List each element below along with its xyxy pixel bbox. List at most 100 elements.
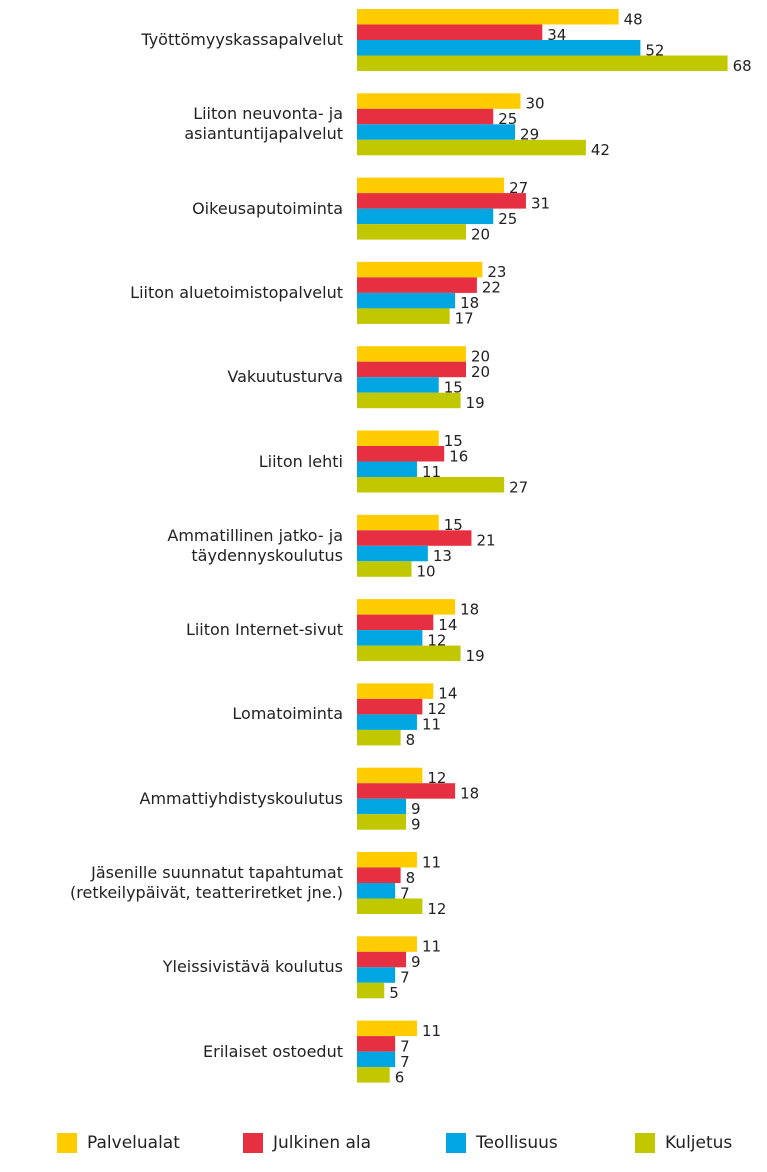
bar bbox=[357, 683, 434, 699]
value-label: 7 bbox=[400, 884, 410, 902]
category-label: Lomatoiminta bbox=[232, 704, 343, 724]
legend-item: Kuljetus bbox=[635, 1133, 732, 1153]
value-label: 22 bbox=[482, 279, 501, 297]
bar bbox=[357, 55, 728, 71]
bar bbox=[357, 867, 401, 883]
bar bbox=[357, 261, 483, 278]
bar bbox=[357, 852, 417, 868]
value-label: 10 bbox=[417, 563, 436, 581]
value-label: 7 bbox=[400, 969, 410, 987]
category-label: Liiton aluetoimistopalvelut bbox=[130, 282, 343, 302]
value-label: 25 bbox=[498, 110, 517, 128]
value-label: 42 bbox=[591, 141, 610, 159]
value-label: 9 bbox=[411, 953, 421, 971]
value-label: 48 bbox=[624, 10, 643, 28]
value-label: 5 bbox=[389, 984, 399, 1002]
legend-label: Palvelualat bbox=[87, 1133, 180, 1153]
bar bbox=[357, 292, 456, 309]
category-label: Ammatillinen jatko- ja täydennyskoulutus bbox=[167, 525, 343, 565]
bar bbox=[357, 698, 423, 715]
category-label: Liiton Internet-sivut bbox=[185, 620, 343, 640]
bar bbox=[357, 1051, 396, 1068]
value-label: 12 bbox=[427, 700, 446, 718]
value-label: 11 bbox=[422, 716, 441, 734]
value-label: 13 bbox=[433, 547, 452, 565]
value-label: 12 bbox=[427, 631, 446, 649]
bar bbox=[357, 951, 407, 968]
legend-label: Kuljetus bbox=[665, 1133, 733, 1153]
category-label: Liiton neuvonta- ja asiantuntijapalvelut bbox=[184, 104, 343, 144]
bar bbox=[357, 108, 494, 125]
bar bbox=[357, 1067, 390, 1083]
value-label: 12 bbox=[427, 769, 446, 787]
bar bbox=[357, 814, 407, 830]
value-label: 27 bbox=[509, 179, 528, 197]
bar bbox=[357, 477, 505, 493]
bar bbox=[357, 461, 417, 477]
legend-label: Teollisuus bbox=[476, 1133, 558, 1153]
bar bbox=[357, 1036, 396, 1052]
value-label: 68 bbox=[733, 57, 752, 75]
category-label: Vakuutusturva bbox=[227, 367, 343, 387]
legend-item: Teollisuus bbox=[446, 1133, 558, 1153]
value-label: 15 bbox=[444, 378, 463, 396]
value-label: 14 bbox=[438, 685, 457, 703]
category-label: Jäsenille suunnatut tapahtumat (retkeily… bbox=[70, 863, 343, 902]
legend-item: Julkinen ala bbox=[243, 1133, 371, 1153]
value-label: 19 bbox=[466, 647, 485, 665]
category-label: Työttömyyskassapalvelut bbox=[141, 30, 343, 49]
bar bbox=[357, 208, 494, 225]
value-label: 23 bbox=[487, 263, 506, 281]
legend-swatch bbox=[57, 1133, 77, 1153]
bar bbox=[357, 9, 619, 25]
bar bbox=[357, 614, 434, 631]
bar bbox=[357, 883, 396, 899]
bar bbox=[357, 446, 445, 462]
category-label: Erilaiset ostoedut bbox=[203, 1041, 343, 1061]
legend-swatch bbox=[243, 1133, 263, 1153]
bar bbox=[357, 361, 466, 378]
bar bbox=[357, 982, 385, 999]
value-label: 11 bbox=[422, 1022, 441, 1040]
bar bbox=[357, 783, 456, 799]
value-label: 15 bbox=[444, 432, 463, 450]
value-label: 27 bbox=[509, 478, 528, 496]
value-label: 34 bbox=[547, 26, 566, 44]
bar bbox=[357, 40, 641, 56]
bar bbox=[357, 514, 439, 531]
bar bbox=[357, 24, 543, 40]
value-label: 8 bbox=[406, 731, 416, 749]
value-label: 7 bbox=[400, 1037, 410, 1055]
legend-swatch bbox=[635, 1133, 655, 1153]
value-label: 15 bbox=[444, 516, 463, 534]
value-label: 9 bbox=[411, 815, 421, 833]
bar bbox=[357, 798, 407, 815]
value-label: 18 bbox=[460, 600, 479, 618]
category-label: Oikeusaputoiminta bbox=[192, 198, 343, 218]
value-label: 18 bbox=[460, 784, 479, 802]
bar bbox=[357, 93, 521, 109]
bar bbox=[357, 377, 439, 393]
value-label: 29 bbox=[520, 126, 539, 144]
value-label: 16 bbox=[449, 447, 468, 465]
legend-label: Julkinen ala bbox=[273, 1133, 372, 1153]
value-label: 11 bbox=[422, 853, 441, 871]
value-label: 11 bbox=[422, 938, 441, 956]
bar bbox=[357, 430, 439, 446]
bar bbox=[357, 308, 450, 324]
bar bbox=[357, 936, 417, 952]
bar bbox=[357, 193, 526, 209]
value-label: 8 bbox=[406, 869, 416, 887]
category-label: Ammattiyhdistyskoulutus bbox=[139, 788, 344, 808]
bar bbox=[357, 177, 505, 194]
bar bbox=[357, 767, 423, 784]
bar bbox=[357, 714, 417, 730]
value-label: 30 bbox=[526, 95, 545, 113]
value-label: 17 bbox=[455, 310, 474, 328]
bar bbox=[357, 139, 586, 156]
value-label: 31 bbox=[531, 194, 550, 212]
value-label: 20 bbox=[471, 225, 490, 243]
bar bbox=[357, 1020, 417, 1037]
